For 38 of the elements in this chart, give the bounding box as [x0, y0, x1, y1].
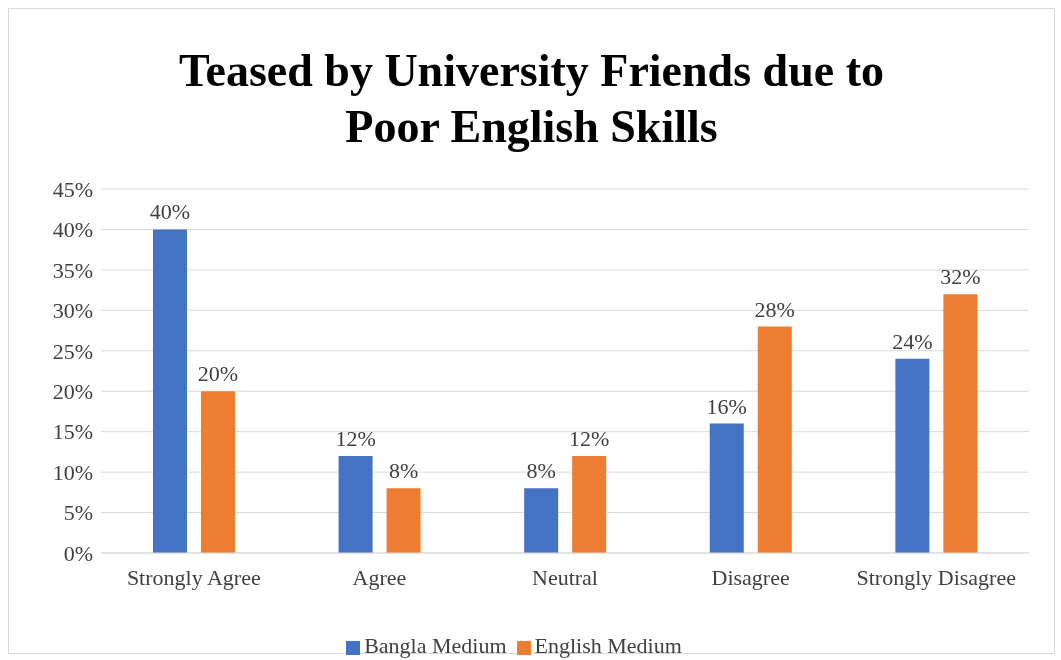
x-tick-label: Strongly Disagree — [856, 564, 1016, 590]
bar — [943, 294, 978, 553]
x-tick-label: Neutral — [532, 564, 598, 590]
y-tick-label: 20% — [52, 379, 93, 405]
data-label: 20% — [197, 361, 239, 387]
data-label: 28% — [754, 296, 795, 322]
bar — [895, 358, 930, 553]
y-tick-label: 35% — [52, 257, 93, 283]
y-tick-label: 40% — [52, 217, 93, 243]
legend-label: English Medium — [534, 633, 682, 658]
y-tick-label: 10% — [52, 459, 93, 485]
bar — [757, 326, 792, 553]
chart-title: Teased by University Friends due to Poor English Skills — [178, 44, 885, 154]
y-tick-label: 30% — [52, 298, 93, 324]
x-tick-label: Strongly Agree — [126, 564, 261, 590]
bar — [338, 455, 373, 553]
data-label: 16% — [706, 393, 747, 419]
data-label: 12% — [335, 425, 376, 451]
bar — [386, 488, 421, 553]
bar — [572, 455, 607, 553]
data-label: 12% — [569, 425, 610, 451]
bar — [200, 391, 235, 553]
x-tick-label: Disagree — [711, 564, 790, 590]
bar — [524, 488, 559, 553]
bar — [709, 423, 744, 553]
x-tick-label: Agree — [352, 564, 407, 590]
y-tick-label: 0% — [63, 540, 93, 566]
data-label: 40% — [149, 199, 191, 225]
y-tick-label: 15% — [52, 419, 93, 445]
legend-label: Bangla Medium — [364, 633, 507, 658]
data-label: 32% — [940, 264, 981, 290]
y-tick-label: 25% — [52, 338, 93, 364]
data-label: 8% — [388, 458, 419, 484]
data-label: 24% — [892, 328, 933, 354]
bar — [152, 229, 187, 553]
y-tick-label: 5% — [63, 500, 93, 526]
data-label: 8% — [526, 458, 556, 484]
y-tick-label: 45% — [52, 176, 93, 202]
